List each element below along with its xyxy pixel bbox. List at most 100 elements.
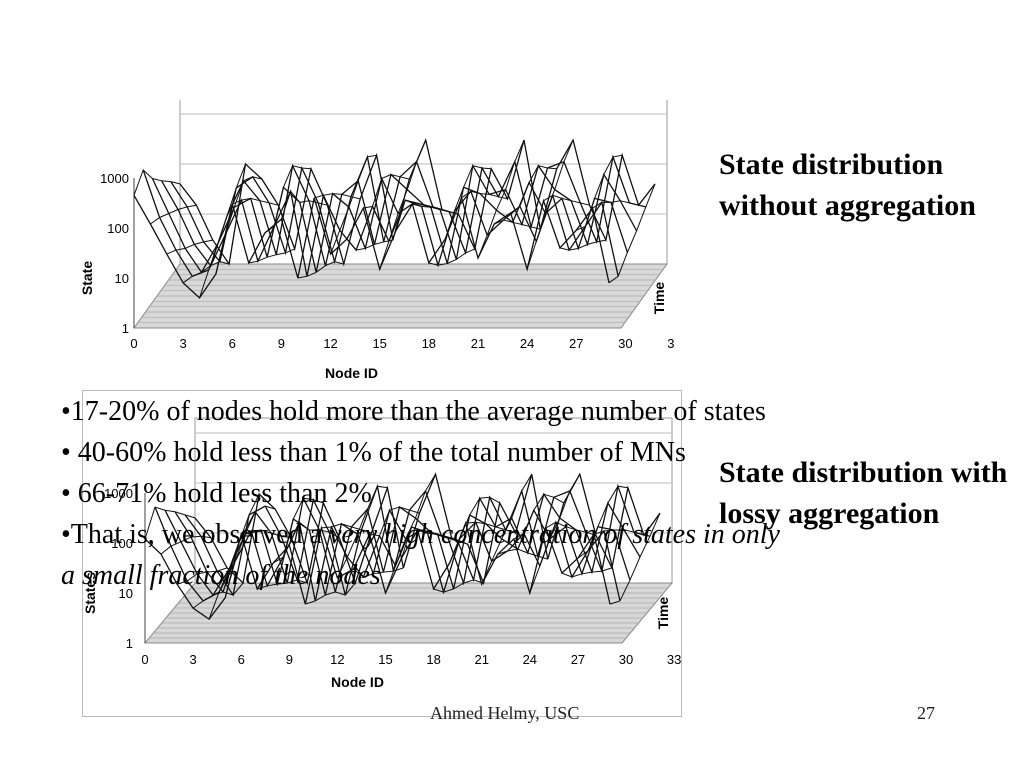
surface-column-line: [461, 190, 508, 200]
surface-column-line: [133, 169, 181, 196]
surface-column-line: [369, 506, 420, 537]
x-tick-label: 15: [378, 652, 392, 667]
x-tick-label: 12: [330, 652, 344, 667]
x-tick-label: 30: [618, 336, 632, 351]
surface-column-line: [215, 176, 263, 275]
z-axis-title: Time: [651, 282, 667, 315]
y-tick-label: 1000: [100, 171, 129, 186]
surface-row-line: [144, 521, 611, 620]
surface-row-line: [133, 194, 610, 299]
state-distribution-chart-bottom: 1101001000036912151821242730333639424548…: [82, 390, 922, 717]
surface-row-line: [170, 154, 646, 265]
surface-column-line: [449, 496, 500, 564]
surface-column-line: [182, 261, 230, 284]
surface-column-line: [465, 521, 516, 534]
surface-column-line: [176, 567, 228, 585]
y-tick-label: 1: [122, 321, 129, 336]
surface-column-line: [510, 165, 557, 214]
z-axis-title: Time: [655, 597, 671, 630]
y-tick-label: 1000: [104, 486, 133, 501]
x-tick-label: 24: [520, 336, 534, 351]
surface-column-line: [545, 521, 597, 536]
surface-column-line: [160, 535, 212, 555]
surface-column-line: [353, 567, 404, 578]
x-tick-label: 0: [141, 652, 148, 667]
x-tick-label: 33: [667, 336, 674, 351]
surface-column-line: [412, 203, 459, 215]
caption-without-aggregation: State distribution without aggregation: [719, 148, 976, 222]
surface-column-line: [401, 526, 452, 559]
x-tick-label: 21: [474, 652, 488, 667]
y-axis-title: States: [83, 572, 98, 614]
x-tick-label: 21: [471, 336, 485, 351]
footer-author: Ahmed Helmy, USC: [430, 703, 580, 723]
surface-column-line: [208, 493, 260, 620]
x-axis-title: Node ID: [331, 674, 384, 690]
bullet-item: •That is, we observed a very high concen…: [61, 514, 1021, 555]
x-tick-label: 0: [130, 336, 137, 351]
surface-column-line: [494, 219, 541, 230]
surface-column-line: [166, 239, 213, 255]
surface-column-line: [577, 485, 628, 559]
surface-row-line: [151, 176, 629, 274]
y-axis-title: State: [79, 261, 95, 295]
x-tick-label: 9: [278, 336, 285, 351]
x-tick-label: 27: [571, 652, 585, 667]
x-tick-label: 15: [372, 336, 386, 351]
x-tick-label: 9: [286, 652, 293, 667]
surface-column-line: [543, 194, 590, 206]
surface-column-line: [363, 173, 410, 209]
surface-column-line: [477, 139, 525, 259]
bullet-list: •17-20% of nodes hold more than the aver…: [61, 391, 1021, 596]
x-tick-label: 18: [422, 336, 436, 351]
x-tick-label: 6: [229, 336, 236, 351]
y-tick-label: 1: [126, 636, 133, 651]
surface-column-line: [529, 473, 581, 594]
surface-column-line: [593, 529, 645, 536]
y-tick-label: 100: [111, 536, 133, 551]
x-tick-label: 27: [569, 336, 583, 351]
surface-column-line: [248, 248, 295, 264]
x-tick-label: 3: [189, 652, 196, 667]
surface-column-line: [385, 473, 436, 594]
x-tick-label: 24: [523, 652, 537, 667]
surface-column-line: [305, 582, 356, 605]
surface-column-line: [336, 485, 388, 579]
surface-column-line: [513, 493, 565, 540]
x-tick-label: 18: [426, 652, 440, 667]
state-distribution-chart-top: 1101001000036912151821242730333639424548…: [74, 98, 927, 390]
surface-column-line: [592, 200, 639, 209]
surface-column-line: [576, 154, 623, 231]
surface-column-line: [608, 183, 656, 284]
x-axis-title: Node ID: [325, 365, 378, 381]
surface-column-line: [144, 506, 196, 540]
surface-column-line: [428, 248, 475, 266]
bullet-emphasis: very high concentration of states in onl…: [328, 519, 780, 550]
bullet-item: •17-20% of nodes hold more than the aver…: [61, 396, 766, 427]
bullet-emphasis: a small fraction of the nodes: [61, 560, 381, 591]
bullet-item: • 66-71% hold less than 2%: [61, 478, 372, 509]
surface-column-line: [526, 139, 574, 270]
y-tick-label: 100: [107, 221, 129, 236]
bullet-item: • 40-60% hold less than 1% of the total …: [61, 437, 686, 468]
surface-column-line: [417, 529, 468, 545]
surface-column-line: [273, 497, 324, 564]
surface-column-line: [346, 238, 393, 251]
surface-column-line: [481, 473, 533, 585]
x-tick-label: 3: [180, 336, 187, 351]
surface-column-line: [150, 204, 197, 225]
x-tick-label: 33: [667, 652, 681, 667]
surface-column-line: [395, 199, 443, 231]
surface-row-line: [194, 472, 661, 586]
x-tick-label: 6: [238, 652, 245, 667]
caption-lossy-aggregation: State distribution with lossy aggregatio…: [719, 456, 1008, 530]
surface-column-line: [288, 521, 340, 546]
surface-column-line: [257, 579, 308, 590]
y-tick-label: 10: [115, 271, 129, 286]
surface-column-line: [280, 190, 328, 220]
surface-column-line: [497, 548, 548, 560]
bullet-text: •That is, we observed a: [61, 519, 329, 550]
surface-column-line: [224, 505, 276, 598]
surface-column-line: [321, 523, 372, 534]
x-tick-label: 30: [619, 652, 633, 667]
